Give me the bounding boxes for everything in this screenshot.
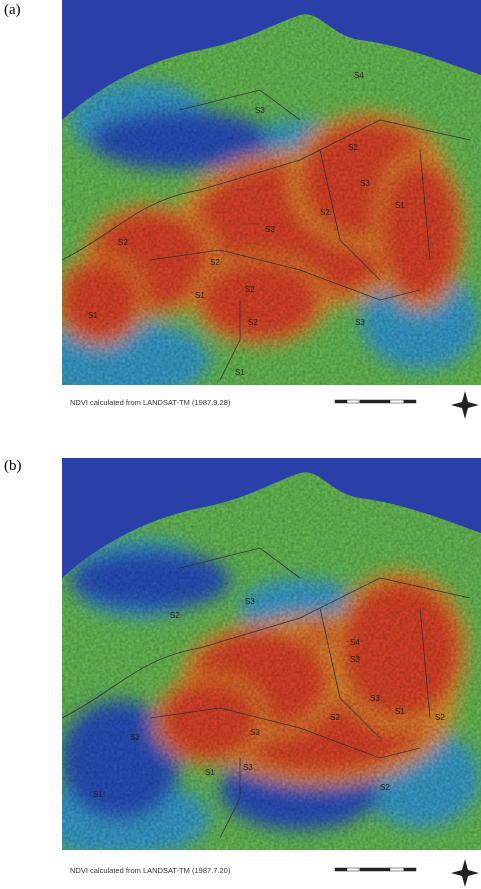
scale-segment xyxy=(347,868,359,871)
scale-segment xyxy=(390,868,404,871)
zone-label: S4 xyxy=(354,71,364,80)
zone-label: S1 xyxy=(395,201,405,210)
zone-label: S2 xyxy=(210,258,220,267)
zone-label: S2 xyxy=(330,713,340,722)
zone-label: S3 xyxy=(255,106,265,115)
map: S1 S4 S2 S3 S2 S3 S1 S2 S3 S2 S1 S2 S2 S3 S1 xyxy=(30,0,481,400)
zone-label: S1 xyxy=(93,790,103,799)
zone-label: S2 xyxy=(245,285,255,294)
scale-segment xyxy=(347,400,359,403)
arrow xyxy=(451,859,479,887)
zone-label: S3 xyxy=(370,694,380,703)
zone-label: S3 xyxy=(250,728,260,737)
zone-label: S3 xyxy=(355,318,365,327)
zone-label: S3 xyxy=(350,655,360,664)
zone-label: S3 xyxy=(245,597,255,606)
zone-label: S1 xyxy=(205,768,215,777)
zone-label: S2 xyxy=(130,733,140,742)
scale-segment xyxy=(335,868,347,871)
zone-label: S2 xyxy=(170,611,180,620)
zone-label: S2 xyxy=(248,318,258,327)
zone-label: S1 xyxy=(395,707,405,716)
maps: S1 S4 S2 S3 S2 S3 S1 S2 S3 S2 S1 S2 S2 S3 S1 NDVI calcu… xyxy=(0,0,481,889)
zone-label: S3 xyxy=(360,179,370,188)
scale-bar xyxy=(335,868,416,871)
north-arrow xyxy=(451,859,479,887)
zone-label: S2 xyxy=(320,208,330,217)
scale-segment xyxy=(335,400,347,403)
map: S4 S3 S2 S3 S3 S2 S1 S2 S3 S1 S2 S3 S2 S1 S1 xyxy=(30,458,481,860)
scale-segment xyxy=(360,868,390,871)
scale-segment xyxy=(360,400,390,403)
zone-label: S3 xyxy=(265,225,275,234)
north-arrow xyxy=(451,391,479,419)
caption: NDVI calculated from LANDSAT-TM (1987.7.… xyxy=(70,866,231,875)
zone-label: S2 xyxy=(118,238,128,247)
zone-label: S2 xyxy=(380,783,390,792)
scale-segment xyxy=(404,400,416,403)
scale-segment xyxy=(390,400,404,403)
zone-label: S1 xyxy=(235,368,245,377)
arrow xyxy=(451,391,479,419)
zone-label: S1 xyxy=(88,311,98,320)
zone-label: S4 xyxy=(350,638,360,647)
scale-bar xyxy=(335,400,416,403)
zone-label: S3 xyxy=(243,763,253,772)
zone-label: S1 xyxy=(235,851,245,860)
zone-label: S1 xyxy=(195,291,205,300)
figure: (a) (b) S1S4S2S3S2S3S1S2S3S2S1S2S2S3S1ND… xyxy=(0,0,481,889)
caption: NDVI calculated from LANDSAT-TM (1987.9.… xyxy=(70,398,231,407)
zone-label: S2 xyxy=(348,143,358,152)
scale-segment xyxy=(404,868,416,871)
zone-label: S2 xyxy=(435,713,445,722)
